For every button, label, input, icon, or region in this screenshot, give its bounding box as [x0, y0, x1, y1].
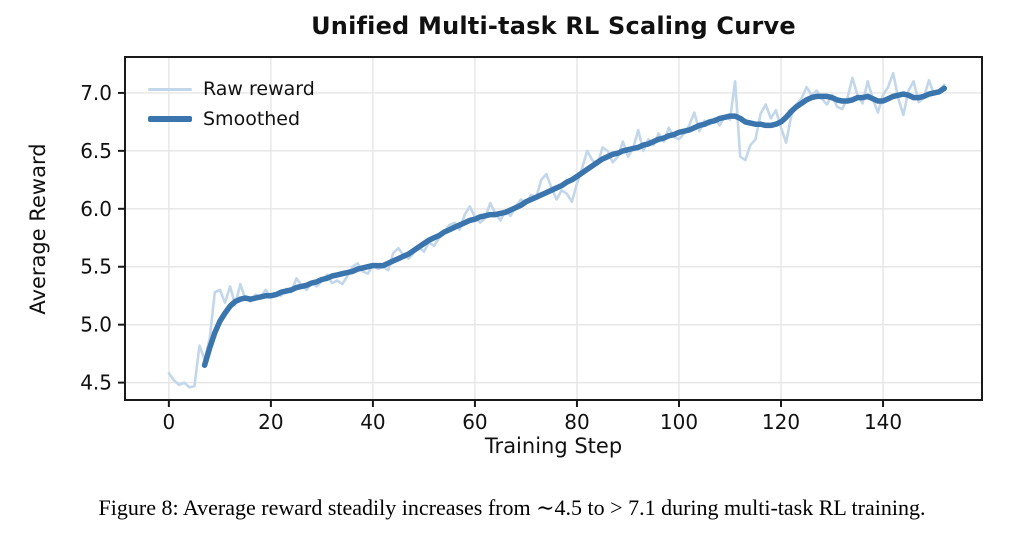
x-tick-label: 140: [864, 410, 902, 434]
figure-caption: Figure 8: Average reward steadily increa…: [98, 495, 926, 520]
gridlines: [125, 57, 982, 400]
raw-reward-swatch: [148, 87, 192, 91]
y-axis-label: Average Reward: [26, 143, 50, 315]
x-tick-label: 120: [762, 410, 800, 434]
legend-item-smoothed: Smoothed: [148, 104, 315, 134]
x-tick-label: 80: [564, 410, 589, 434]
x-tick-label: 20: [258, 410, 283, 434]
raw-reward-label: Raw reward: [203, 78, 315, 100]
legend: Raw reward Smoothed: [148, 74, 315, 134]
legend-item-raw-reward: Raw reward: [148, 74, 315, 104]
smoothed-line: [201, 85, 948, 368]
y-tick-label: 5.0: [80, 313, 112, 337]
x-tick-label: 0: [163, 410, 176, 434]
x-axis-label: Training Step: [484, 434, 623, 458]
y-tick-label: 6.0: [80, 197, 112, 221]
y-tick-label: 6.5: [80, 139, 112, 163]
plot-area: 0 20 40 60 80 100 120 140 4.5 5.0 5.5 6.0 6.5 7.0: [80, 56, 983, 434]
x-tick-label: 40: [360, 410, 385, 434]
y-tick-label: 5.5: [80, 255, 112, 279]
chart-title: Unified Multi-task RL Scaling Curve: [311, 12, 796, 40]
x-tick-label: 100: [660, 410, 698, 434]
y-tick-label: 4.5: [80, 371, 112, 395]
raw-reward-line: [167, 71, 946, 389]
y-tick-label: 7.0: [80, 81, 112, 105]
axis-ticks: 0 20 40 60 80 100 120 140 4.5 5.0 5.5 6.0 6.5 7.0: [80, 81, 902, 434]
smoothed-swatch: [148, 116, 192, 122]
x-tick-label: 60: [462, 410, 487, 434]
axes-spines: [124, 56, 983, 401]
smoothed-label: Smoothed: [203, 108, 301, 130]
